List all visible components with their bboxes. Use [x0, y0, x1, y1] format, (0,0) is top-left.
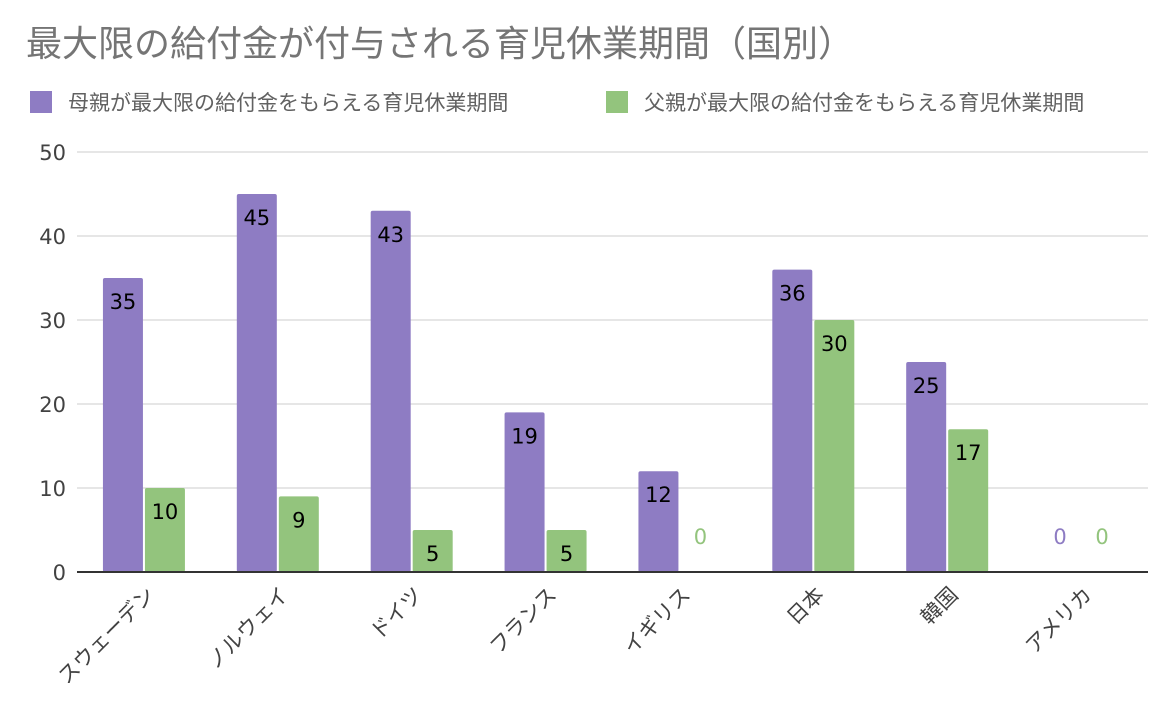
data-label: 0	[1095, 525, 1108, 549]
bar-series1	[370, 210, 411, 573]
legend-label-2: 父親が最大限の給付金をもらえる育児休業期間	[644, 91, 1084, 115]
data-label: 10	[152, 500, 179, 524]
bar-series1	[906, 362, 947, 572]
chart-title: 最大限の給付金が付与される育児休業期間（国別）	[26, 24, 854, 65]
x-tick-label: 韓国	[916, 583, 963, 630]
bars	[102, 194, 989, 573]
x-tick-label: ドイツ	[366, 583, 428, 645]
y-tick-label: 0	[53, 561, 66, 585]
x-tick-label: アメリカ	[1021, 583, 1097, 659]
bar-series2	[278, 496, 319, 572]
data-label: 17	[955, 441, 982, 465]
legend-label-1: 母親が最大限の給付金をもらえる育児休業期間	[68, 91, 508, 115]
bar-series2	[412, 530, 453, 572]
x-tick-label: スウェーデン	[53, 583, 159, 689]
bar-series2	[814, 320, 855, 572]
bar-series2	[546, 530, 587, 572]
y-tick-label: 40	[39, 225, 66, 249]
data-label: 30	[821, 332, 848, 356]
data-label: 19	[511, 424, 538, 448]
data-label: 25	[913, 374, 940, 398]
x-tick-label: 日本	[782, 583, 829, 630]
y-tick-label: 10	[39, 477, 66, 501]
data-label: 36	[779, 282, 806, 306]
y-tick-label: 30	[39, 309, 66, 333]
data-label: 5	[426, 542, 439, 566]
data-label: 0	[694, 525, 707, 549]
legend-swatch-2	[606, 91, 628, 113]
bar-series1	[772, 269, 813, 572]
bar-series1	[638, 471, 679, 572]
bar-series2	[948, 429, 989, 572]
y-tick-label: 50	[39, 141, 66, 165]
data-label: 0	[1053, 525, 1066, 549]
data-label: 45	[243, 206, 270, 230]
bar-series1	[236, 194, 277, 572]
legend: 母親が最大限の給付金をもらえる育児休業期間 父親が最大限の給付金をもらえる育児休業…	[30, 91, 1084, 115]
x-tick-label: イギリス	[619, 583, 695, 659]
x-tick-label: フランス	[485, 583, 561, 659]
data-label: 35	[110, 290, 137, 314]
legend-swatch-1	[30, 91, 52, 113]
y-tick-label: 20	[39, 393, 66, 417]
bar-series1	[102, 278, 143, 572]
x-axis-ticks: スウェーデン ノルウェイ ドイツ フランス イギリス 日本 韓国 アメリカ	[53, 583, 1096, 689]
bar-series2	[144, 488, 185, 572]
data-label: 12	[645, 483, 672, 507]
data-label: 43	[377, 223, 404, 247]
data-labels: 35 10 45 9 43 5 19 5 12 0 36 30 25 17 0 0	[110, 206, 1109, 566]
data-label: 9	[292, 508, 305, 532]
x-tick-label: ノルウェイ	[202, 583, 293, 674]
data-label: 5	[560, 542, 573, 566]
bar-series1	[504, 412, 545, 572]
y-axis-ticks: 0 10 20 30 40 50	[39, 141, 66, 585]
